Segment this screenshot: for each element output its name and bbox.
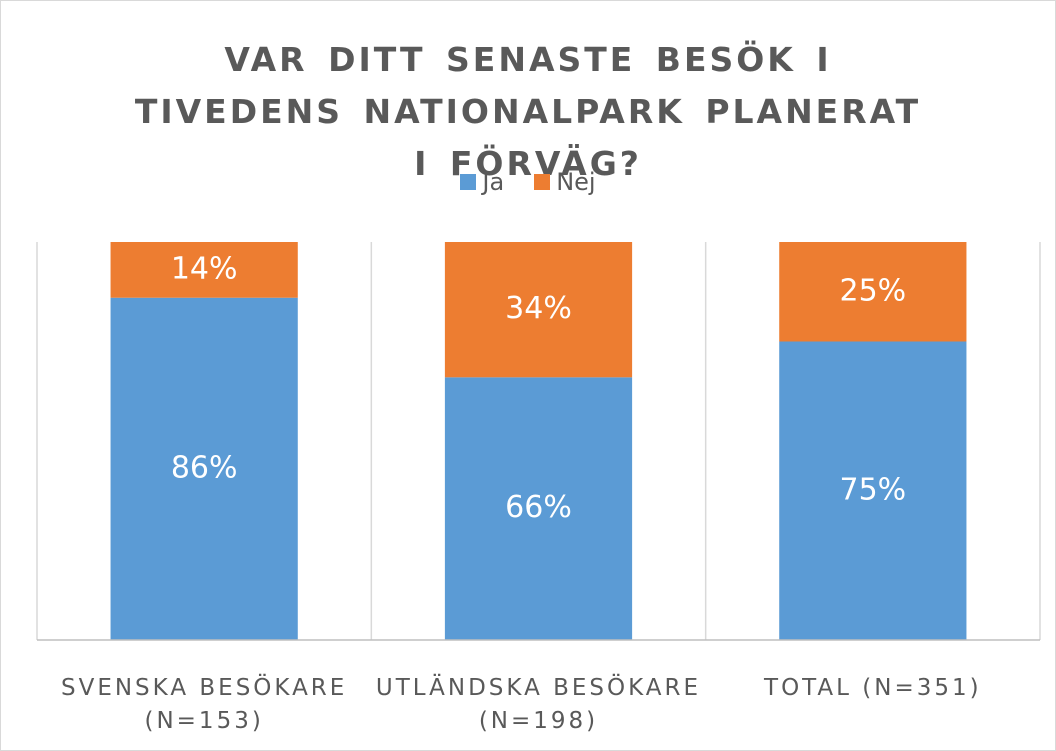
data-label: 14%	[171, 251, 238, 286]
data-label: 75%	[839, 472, 906, 507]
bar-segment	[110, 242, 298, 298]
bar-segment	[110, 297, 298, 640]
chart-title: VAR DITT SENASTE BESÖK I TIVEDENS NATION…	[134, 40, 922, 183]
data-label: 66%	[505, 490, 572, 525]
legend: Ja Nej	[0, 168, 1056, 196]
x-tick-label: TOTAL (N=351)	[764, 675, 982, 701]
data-label: 86%	[171, 450, 238, 485]
legend-label: Nej	[556, 168, 596, 196]
bar-segment	[779, 242, 967, 342]
legend-item: Ja	[460, 168, 504, 196]
bar-segment	[444, 377, 633, 640]
data-label: 25%	[839, 273, 906, 308]
legend-swatch	[534, 174, 551, 190]
legend-label: Ja	[482, 168, 505, 196]
legend-swatch	[460, 174, 477, 190]
x-tick-label: SVENSKA BESÖKARE (N=153)	[60, 675, 348, 734]
legend-item: Nej	[534, 168, 596, 196]
bar-segment	[444, 242, 633, 378]
x-tick-label: UTLÄNDSKA BESÖKARE (N=198)	[375, 675, 702, 734]
data-label: 34%	[505, 291, 572, 326]
bar-segment	[779, 341, 967, 640]
